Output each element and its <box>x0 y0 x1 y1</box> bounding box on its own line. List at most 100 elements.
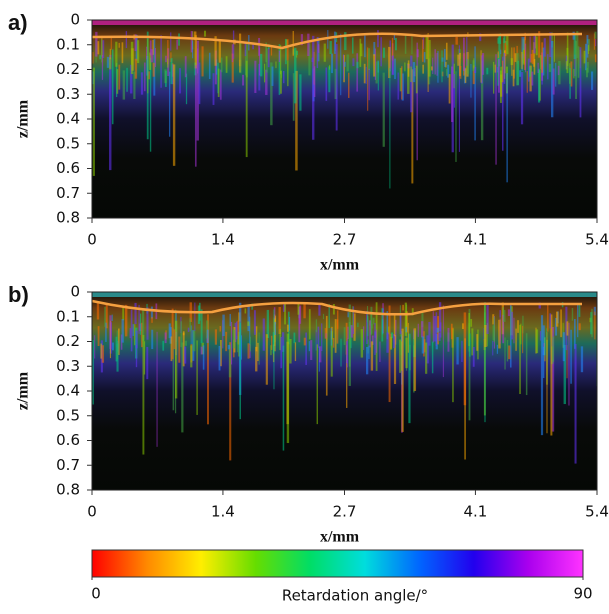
speckle <box>92 340 94 405</box>
speckle <box>279 329 282 351</box>
speckle <box>151 329 154 350</box>
speckle <box>471 328 474 356</box>
speckle <box>524 32 526 41</box>
speckle <box>258 63 261 91</box>
speckle <box>208 52 211 80</box>
speckle <box>566 345 568 379</box>
speckle <box>377 30 379 48</box>
speckle <box>537 62 539 74</box>
speckle <box>480 55 483 84</box>
speckle <box>323 43 326 62</box>
speckle <box>459 66 462 79</box>
speckle <box>286 333 290 444</box>
speckle <box>138 304 140 334</box>
speckle <box>365 346 369 375</box>
speckle <box>265 42 268 63</box>
speckle <box>382 47 386 58</box>
speckle <box>533 42 535 67</box>
speckle <box>319 346 322 363</box>
speckle <box>146 307 149 340</box>
speckle <box>380 37 382 67</box>
speckle <box>258 332 260 365</box>
speckle <box>178 33 180 46</box>
speckle <box>366 306 369 323</box>
speckle <box>244 308 247 314</box>
speckle <box>585 43 587 71</box>
speckle <box>259 53 263 77</box>
speckle <box>249 336 252 352</box>
speckle <box>427 33 429 92</box>
speckle <box>486 303 489 335</box>
speckle <box>101 55 104 80</box>
speckle <box>281 332 285 352</box>
speckle <box>566 321 569 336</box>
speckle <box>505 41 508 46</box>
speckle <box>574 343 577 464</box>
speckle <box>381 308 384 342</box>
speckle <box>476 334 479 351</box>
speckle <box>373 54 376 77</box>
speckle <box>164 69 167 84</box>
speckle <box>154 48 157 67</box>
speckle <box>216 59 218 75</box>
speckle <box>149 57 152 152</box>
speckle <box>522 38 526 65</box>
speckle <box>279 70 282 94</box>
x-tick-label: 5.4 <box>585 503 609 521</box>
speckle <box>293 332 296 344</box>
speckle <box>368 68 370 101</box>
speckle <box>174 320 178 399</box>
speckle <box>432 57 434 75</box>
speckle <box>557 65 560 76</box>
speckle <box>247 321 250 326</box>
speckle <box>96 302 100 320</box>
speckle <box>308 341 311 352</box>
speckle <box>201 46 204 77</box>
speckle <box>271 66 274 86</box>
speckle <box>335 44 338 131</box>
speckle <box>214 50 217 85</box>
speckle <box>303 302 306 319</box>
speckle <box>457 54 460 66</box>
speckle <box>235 321 238 340</box>
speckle <box>329 41 332 54</box>
y-tick-label: 0.7 <box>56 456 80 474</box>
y-tick-label: 0.7 <box>56 184 80 202</box>
speckle <box>500 49 502 55</box>
speckle <box>315 329 317 351</box>
speckle <box>214 329 218 345</box>
speckle <box>404 62 406 72</box>
speckle <box>530 53 533 63</box>
speckle <box>526 71 528 93</box>
speckle <box>219 325 221 332</box>
speckle <box>184 56 187 78</box>
speckle <box>421 312 424 327</box>
speckle <box>394 58 396 80</box>
speckle <box>585 68 589 78</box>
speckle <box>551 32 554 48</box>
speckle <box>236 335 239 353</box>
speckle <box>329 64 331 70</box>
y-tick-label: 0.2 <box>56 60 80 78</box>
speckle <box>255 346 258 372</box>
speckle <box>417 323 419 337</box>
speckle <box>415 65 418 94</box>
speckle <box>467 58 469 75</box>
speckle <box>285 38 287 65</box>
speckle <box>391 55 394 76</box>
speckle <box>317 44 320 53</box>
speckle <box>267 48 270 68</box>
speckle <box>144 62 146 92</box>
speckle <box>459 52 461 77</box>
speckle <box>172 64 176 166</box>
speckle <box>407 60 410 77</box>
speckle <box>322 313 325 320</box>
speckle <box>336 319 339 344</box>
speckle <box>575 41 578 99</box>
speckle <box>340 33 342 96</box>
speckle <box>543 38 546 57</box>
speckle <box>553 34 555 62</box>
speckle <box>364 35 366 58</box>
x-tick-label: 2.7 <box>333 503 357 521</box>
speckle <box>445 61 447 68</box>
